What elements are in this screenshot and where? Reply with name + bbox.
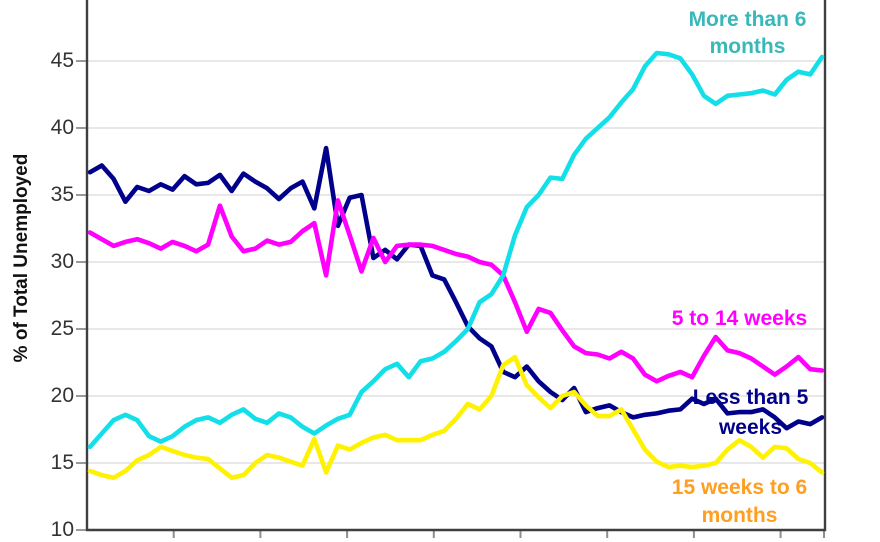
series-label-less-than-5-weeks: Less than 5 weeks	[648, 383, 853, 443]
series-label-line: Less than 5	[692, 386, 809, 409]
series-label-line: 15 weeks to 6	[671, 476, 808, 499]
y-tick-label: 40	[50, 116, 74, 139]
y-tick-label: 35	[50, 183, 74, 206]
series-label-line: weeks	[718, 416, 783, 439]
series-label-line: More than 6	[688, 8, 807, 31]
y-tick-label: 45	[50, 49, 74, 72]
line-less-than-5-weeks	[87, 145, 825, 431]
y-tick-label: 20	[50, 384, 74, 407]
series-label-line: months	[701, 504, 778, 527]
y-tick-label: 30	[50, 250, 74, 273]
series-label-more-than-6-months: More than 6 months	[635, 6, 860, 60]
line-more-than-6-months	[87, 50, 825, 450]
series-label-line: 5 to 14 weeks	[671, 307, 808, 330]
y-tick-label: 25	[50, 317, 74, 340]
y-tick-label: 15	[50, 451, 74, 474]
series-label-5-to-14-weeks: 5 to 14 weeks	[627, 306, 852, 332]
y-axis-title: % of Total Unemployed	[11, 153, 32, 363]
line-5-to-14-weeks	[87, 198, 825, 384]
line-15-weeks-to-6-months	[87, 354, 825, 481]
series-label-line: months	[709, 35, 786, 58]
y-tick-label: 10	[50, 518, 74, 541]
series-label-15-weeks-to-6-months: 15 weeks to 6 months	[627, 474, 852, 530]
